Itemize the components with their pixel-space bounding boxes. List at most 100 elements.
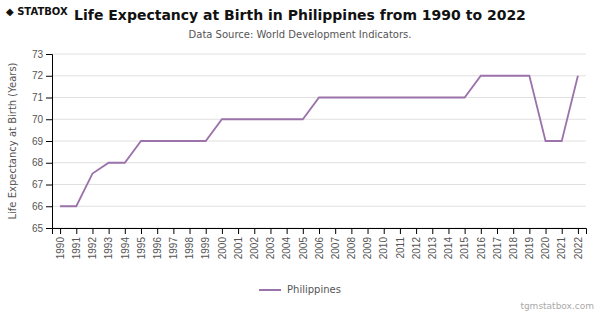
x-tick-label: 2017 [492, 237, 503, 260]
x-tick-mark [529, 228, 530, 234]
x-tick-mark [92, 228, 93, 234]
x-tick: 2001 [233, 228, 244, 259]
x-tick-mark [76, 228, 77, 234]
x-tick-label: 2010 [378, 237, 389, 260]
grid-line [52, 141, 586, 142]
y-tick: 68 [32, 157, 52, 168]
y-tick-label: 65 [32, 223, 44, 234]
x-tick: 2011 [395, 228, 406, 259]
x-tick-label: 2004 [281, 237, 292, 260]
x-tick-mark [270, 228, 271, 234]
x-tick: 2021 [556, 228, 567, 259]
x-tick-mark [351, 228, 352, 234]
y-tick-mark [46, 76, 52, 77]
x-tick: 1997 [168, 228, 179, 259]
grid-line [52, 206, 586, 207]
x-tick-mark [400, 228, 401, 234]
x-tick: 2012 [411, 228, 422, 259]
y-tick-mark [46, 119, 52, 120]
y-tick-mark [46, 54, 52, 55]
x-tick-mark [254, 228, 255, 234]
y-tick: 66 [32, 201, 52, 212]
x-tick: 2010 [378, 228, 389, 259]
x-tick: 2008 [346, 228, 357, 259]
x-tick-label: 1991 [71, 237, 82, 260]
x-tick: 1992 [87, 228, 98, 259]
x-tick: 1995 [136, 228, 147, 259]
x-tick-label: 1995 [136, 237, 147, 260]
x-tick-label: 2008 [346, 237, 357, 260]
x-tick-mark [206, 228, 207, 234]
x-tick-mark [368, 228, 369, 234]
title: Life Expectancy at Birth in Philippines … [74, 7, 526, 23]
grid [52, 54, 586, 228]
x-tick-mark [578, 228, 579, 234]
y-tick-mark [46, 228, 52, 229]
x-tick: 2006 [314, 228, 325, 259]
x-tick-mark [448, 228, 449, 234]
x-tick: 1996 [152, 228, 163, 259]
y-tick-mark [46, 141, 52, 142]
y-tick-label: 68 [32, 157, 44, 168]
x-tick-label: 2009 [362, 237, 373, 260]
x-tick-mark [513, 228, 514, 234]
x-tick-label: 2005 [298, 237, 309, 260]
x-tick-mark [465, 228, 466, 234]
legend-label: Philippines [287, 284, 341, 295]
x-tick-mark [481, 228, 482, 234]
x-tick-label: 1990 [55, 237, 66, 260]
x-tick: 1999 [200, 228, 211, 259]
x-tick: 2016 [476, 228, 487, 259]
y-tick-label: 73 [32, 49, 44, 60]
x-tick: 2022 [573, 228, 584, 259]
subtitle: Data Source: World Development Indicator… [189, 29, 412, 40]
x-tick-label: 2003 [265, 237, 276, 260]
x-tick: 2000 [217, 228, 228, 259]
x-tick-label: 1997 [168, 237, 179, 260]
y-tick-mark [46, 98, 52, 99]
x-tick-label: 2014 [443, 237, 454, 260]
x-tick-label: 2020 [540, 237, 551, 260]
x-tick: 2013 [427, 228, 438, 259]
x-tick-label: 2018 [508, 237, 519, 260]
y-tick-mark [46, 206, 52, 207]
x-tick-mark [157, 228, 158, 234]
x-tick-mark [141, 228, 142, 234]
grid-line [52, 119, 586, 120]
x-tick-label: 1996 [152, 237, 163, 260]
watermark: tgmstatbox.com [520, 301, 594, 311]
x-tick-label: 2002 [249, 237, 260, 260]
x-tick-label: 1992 [87, 237, 98, 260]
y-tick: 69 [32, 136, 52, 147]
x-tick-mark [497, 228, 498, 234]
legend: Philippines [259, 284, 341, 295]
x-tick-label: 1998 [184, 237, 195, 260]
x-tick-mark [109, 228, 110, 234]
x-tick-label: 1994 [120, 237, 131, 260]
x-tick: 1998 [184, 228, 195, 259]
x-tick-label: 2021 [556, 237, 567, 260]
x-tick-label: 2022 [573, 237, 584, 260]
x-tick: 2015 [459, 228, 470, 259]
y-tick-label: 70 [32, 114, 44, 125]
y-tick: 73 [32, 49, 52, 60]
x-tick: 2014 [443, 228, 454, 259]
x-tick-label: 2019 [524, 237, 535, 260]
y-tick-label: 71 [32, 92, 44, 103]
x-tick-label: 2015 [459, 237, 470, 260]
x-tick: 1993 [103, 228, 114, 259]
x-tick-label: 2007 [330, 237, 341, 260]
x-tick-label: 1993 [103, 237, 114, 260]
y-tick: 72 [32, 70, 52, 81]
plot-area: 6566676869707172731990199119921993199419… [7, 49, 587, 260]
x-tick: 2017 [492, 228, 503, 259]
legend-item: Philippines [259, 284, 341, 295]
logo: ◆ STATBOX [6, 6, 68, 17]
x-tick-label: 2000 [217, 237, 228, 260]
x-tick-mark [125, 228, 126, 234]
y-tick: 71 [32, 92, 52, 103]
x-tick-mark [60, 228, 61, 234]
x-tick: 1991 [71, 228, 82, 259]
x-axis: 1990 1991 1992 1993 1994 1995 1996 1997 1998 1999… [53, 228, 587, 259]
x-tick: 1990 [55, 228, 66, 259]
